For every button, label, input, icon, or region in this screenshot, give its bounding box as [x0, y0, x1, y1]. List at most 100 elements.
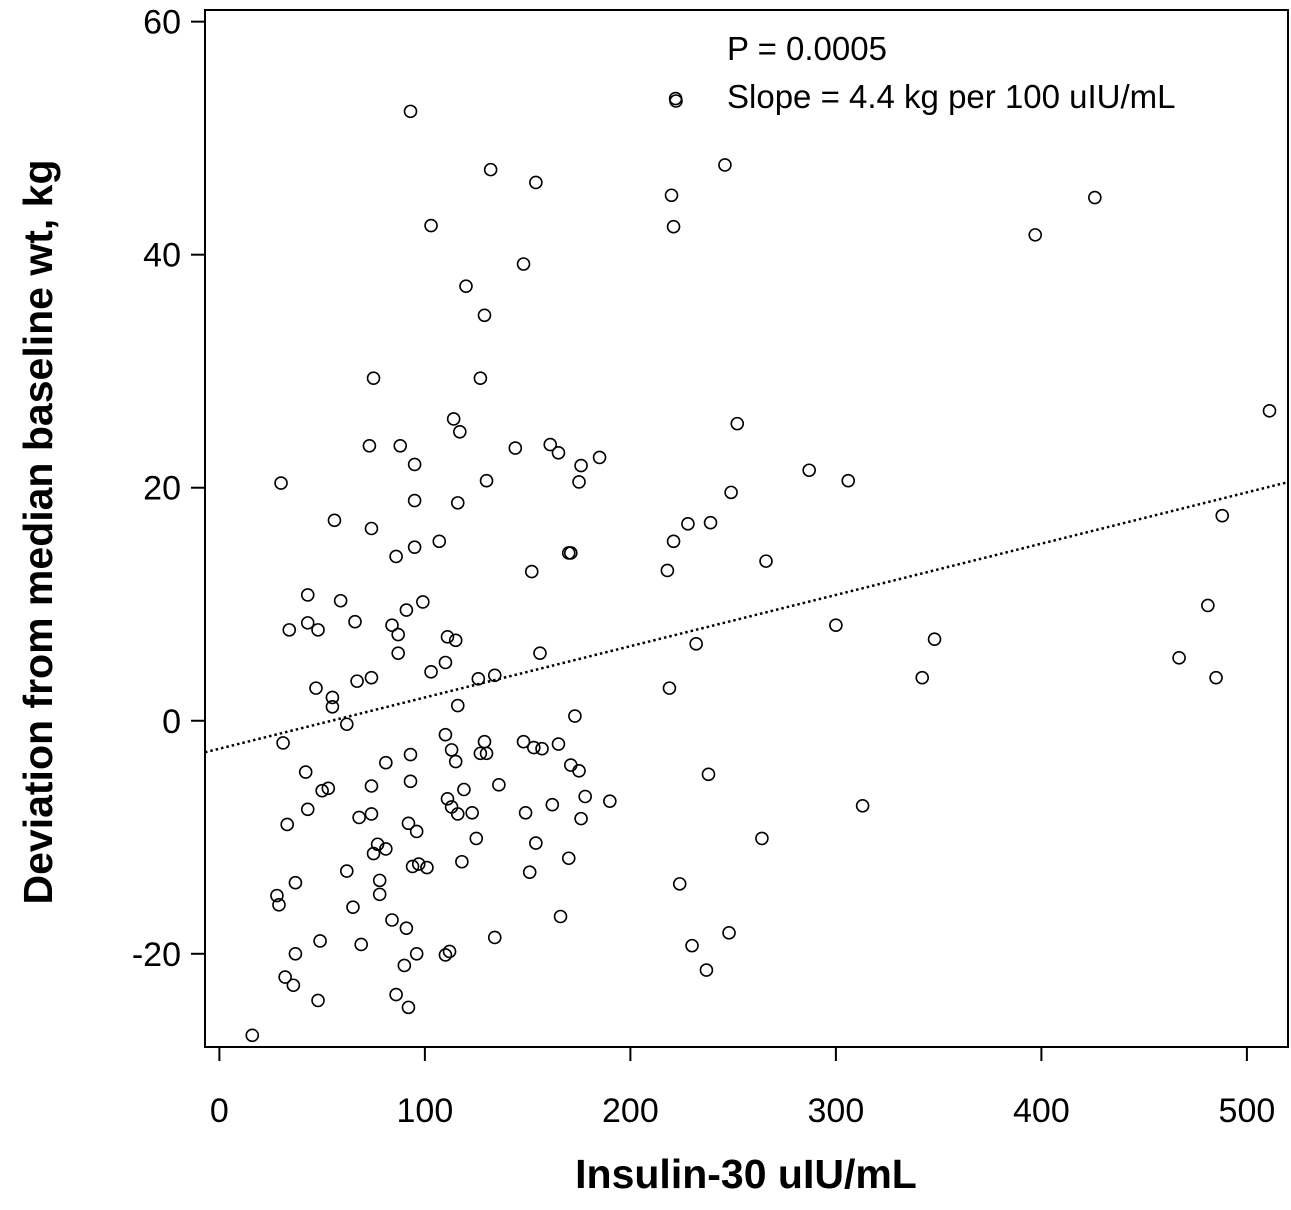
data-point [401, 1000, 416, 1015]
data-point [346, 900, 360, 914]
data-point [545, 797, 560, 812]
data-point [666, 219, 681, 234]
data-point [278, 970, 292, 984]
data-point [288, 875, 303, 890]
y-axis: -20 0 20 40 60 [132, 4, 206, 974]
data-point [492, 778, 506, 792]
data-point [401, 816, 416, 831]
data-point [274, 476, 288, 490]
data-point [450, 698, 465, 713]
data-point [522, 865, 537, 880]
data-point [563, 546, 578, 560]
data-point [473, 371, 488, 385]
data-point [487, 930, 502, 945]
data-point [551, 445, 566, 460]
data-point [459, 279, 473, 293]
data-point [325, 690, 340, 705]
data-point [407, 493, 422, 508]
data-point [603, 794, 617, 808]
data-point [300, 802, 315, 817]
data-point [724, 485, 738, 500]
data-point [391, 627, 405, 642]
data-point [315, 783, 329, 798]
data-point [352, 810, 366, 825]
data-point [403, 104, 418, 119]
data-point [300, 616, 315, 630]
data-point [364, 521, 379, 536]
data-point [508, 441, 523, 455]
x-tick-label: 300 [808, 1092, 865, 1130]
data-point [915, 670, 930, 685]
data-point [578, 789, 592, 804]
data-point [448, 633, 463, 648]
data-point [440, 630, 455, 644]
data-point [730, 416, 745, 431]
annotation-slope: Slope = 4.4 kg per 100 uIU/mL [727, 78, 1176, 115]
data-point [689, 637, 703, 651]
x-tick-label: 100 [397, 1092, 454, 1130]
data-point [469, 831, 484, 846]
data-point [416, 595, 430, 609]
data-point [354, 937, 368, 952]
data-point [527, 740, 541, 755]
data-point [409, 946, 424, 961]
data-point [424, 665, 438, 679]
data-point [465, 806, 479, 820]
data-point [364, 779, 379, 793]
data-point [309, 681, 323, 695]
data-point [551, 737, 566, 751]
data-point [574, 458, 588, 473]
data-point [276, 736, 290, 750]
data-point [333, 593, 348, 608]
data-point [660, 563, 675, 578]
data-points [245, 91, 1277, 1043]
data-point [829, 618, 843, 633]
x-axis: 0 100 200 300 400 500 [210, 1046, 1275, 1130]
data-point [1172, 651, 1186, 665]
data-point [543, 437, 558, 452]
data-point [529, 836, 543, 850]
data-point [397, 958, 412, 973]
data-point [1262, 404, 1277, 418]
data-point [379, 842, 393, 856]
data-point [483, 162, 498, 177]
data-point [370, 837, 385, 852]
data-point [411, 857, 426, 871]
y-tick-label: 0 [162, 703, 181, 741]
data-point [662, 681, 677, 695]
data-point [1201, 598, 1215, 613]
data-point [288, 946, 303, 961]
data-point [681, 517, 695, 531]
data-point [516, 734, 531, 749]
data-point [362, 438, 377, 453]
data-point [403, 774, 418, 789]
data-point [666, 534, 681, 549]
data-point [399, 921, 414, 935]
data-point [339, 864, 354, 878]
y-tick-label: 40 [143, 237, 181, 275]
plot-frame [204, 9, 1289, 1048]
data-point [529, 175, 543, 190]
data-point [524, 564, 539, 579]
data-point [438, 655, 453, 670]
x-tick-label: 0 [210, 1092, 229, 1130]
data-point [407, 540, 422, 554]
trend-line-layer [204, 480, 1289, 754]
data-point [407, 457, 422, 472]
data-point [366, 371, 381, 385]
data-point [927, 632, 942, 646]
data-point [325, 699, 340, 714]
data-point [311, 993, 325, 1008]
y-tick-label: 20 [143, 470, 181, 508]
y-tick-label: -20 [132, 936, 181, 974]
data-point [535, 741, 549, 756]
data-point [802, 463, 816, 478]
data-point [718, 158, 732, 172]
data-point [420, 860, 434, 875]
data-point [1209, 670, 1223, 685]
data-point [364, 670, 379, 685]
data-point [722, 926, 736, 940]
annotation-marker [669, 94, 683, 108]
data-point [385, 618, 399, 633]
